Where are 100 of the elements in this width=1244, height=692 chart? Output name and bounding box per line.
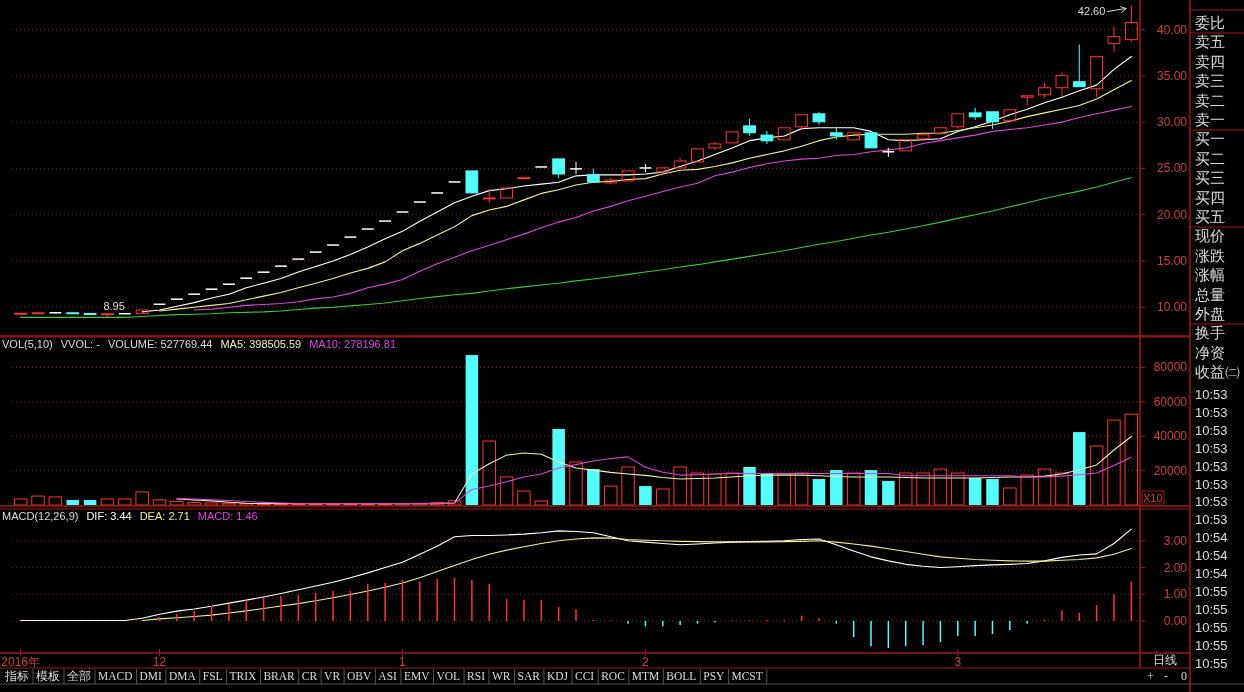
bar: [1073, 432, 1086, 505]
text: MA5: 398505.59: [220, 338, 302, 350]
bar: [66, 500, 79, 505]
text: 卖一: [1195, 111, 1225, 128]
text: DEA: 2.71: [139, 510, 190, 522]
bar: [256, 503, 271, 506]
bar: [621, 466, 635, 506]
text: 买二: [1195, 149, 1225, 167]
text: 10:53: [1195, 440, 1228, 456]
text: RSI: [467, 670, 486, 682]
text: 10:53: [1195, 422, 1228, 438]
candlestick: [465, 170, 479, 194]
candlestick: [951, 113, 965, 130]
candlestick: [968, 107, 982, 121]
text: X10: [1143, 492, 1163, 504]
text: 收益㈡: [1195, 363, 1240, 381]
annotation: MACD: 1.46: [197, 510, 258, 522]
x-tick-label: 2016年: [1, 655, 41, 669]
text: 10:53: [1195, 512, 1228, 528]
bar: [222, 502, 236, 506]
bar: [968, 478, 982, 505]
candlestick: [691, 148, 704, 163]
bar: [13, 498, 28, 506]
candlestick: [760, 130, 774, 145]
text: 总量: [1194, 285, 1225, 303]
candlestick: [1090, 56, 1104, 98]
text: 买一: [1195, 130, 1225, 148]
candlestick: [864, 132, 878, 149]
y-tick-label: 3.00: [1163, 533, 1188, 548]
text: 卖四: [1195, 52, 1225, 70]
candlestick: [1107, 26, 1121, 53]
bar: [986, 479, 999, 505]
bar: [499, 476, 514, 506]
x-tick-label: 12: [152, 655, 167, 669]
candlestick: [986, 111, 999, 130]
x-tick-label: 1: [399, 655, 407, 669]
text: 涨跌: [1195, 246, 1225, 264]
text: 10:54: [1195, 566, 1228, 581]
bar: [830, 470, 843, 505]
line-series: [20, 528, 1132, 622]
bar: [361, 503, 375, 506]
text: 模板: [36, 670, 60, 682]
y-tick-label: 0.00: [1163, 613, 1188, 628]
text: BRAR: [263, 670, 296, 682]
text: FSL: [202, 670, 223, 682]
y-tick-label: 2.00: [1163, 560, 1188, 575]
bar: [846, 472, 861, 506]
bar: [1107, 419, 1121, 506]
text: 10:53: [1195, 387, 1228, 402]
bar: [274, 503, 288, 506]
bar: [690, 472, 705, 506]
y-tick-label: 80000: [1153, 360, 1188, 375]
bar: [882, 480, 895, 505]
text: MACD: [98, 670, 133, 682]
text: BOLL: [666, 670, 697, 682]
bar: [725, 472, 739, 506]
candlestick: [725, 131, 739, 144]
text: 10:55: [1195, 619, 1228, 635]
bar: [656, 488, 670, 506]
text: CR: [301, 670, 318, 682]
candlestick: [847, 132, 861, 141]
text: -: [1164, 669, 1168, 683]
candlestick: [621, 170, 635, 182]
candlestick: [812, 111, 826, 126]
bar: [187, 501, 201, 506]
candlestick: [777, 127, 791, 141]
text: 换手: [1195, 324, 1225, 342]
text: 外盘: [1195, 305, 1225, 322]
text: KDJ: [546, 670, 569, 682]
bar: [291, 503, 306, 506]
bar: [204, 502, 219, 506]
annotation: 42.60: [1077, 4, 1106, 17]
text: VR: [324, 670, 341, 682]
x-tick-label: 3: [954, 655, 962, 669]
text: MTM: [631, 670, 660, 682]
text: 10:53: [1195, 458, 1228, 474]
candlestick: [569, 161, 583, 175]
text: 10:54: [1195, 548, 1228, 564]
y-tick-label: 10.00: [1156, 300, 1188, 315]
bar: [1124, 413, 1139, 506]
bar: [83, 500, 97, 505]
text: 10:54: [1195, 530, 1228, 546]
text: DMA: [168, 670, 197, 682]
candlestick: [517, 177, 531, 180]
text: PSY: [703, 670, 726, 682]
text: 买三: [1195, 169, 1225, 187]
bar: [743, 467, 756, 505]
chart-title: MACD(12,26,9): [2, 510, 79, 522]
bar: [170, 501, 184, 506]
y-tick-label: 20000: [1153, 463, 1188, 478]
bar: [673, 466, 687, 506]
y-tick-label: 35.00: [1156, 68, 1188, 83]
bar: [933, 468, 948, 506]
text: MCST: [731, 670, 763, 682]
x-tick-label: 2: [642, 655, 650, 669]
text: 指标: [4, 670, 29, 682]
text: 日线: [1153, 653, 1177, 667]
candlestick: [500, 187, 513, 199]
y-tick-label: 40000: [1153, 429, 1188, 444]
text: 买五: [1195, 208, 1225, 225]
